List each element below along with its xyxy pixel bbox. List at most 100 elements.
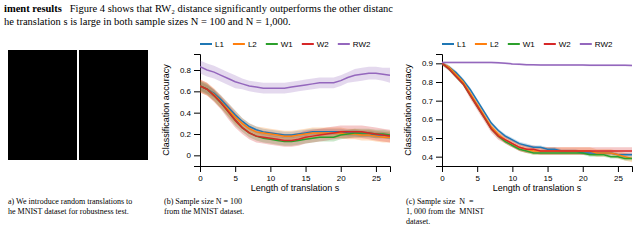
tick-mark bbox=[194, 113, 200, 114]
chart-root: iment results Figure 4 shows that RW₂ di… bbox=[0, 0, 640, 250]
image-panel bbox=[8, 50, 148, 160]
tick-label: 0.5 bbox=[422, 134, 434, 143]
tick-mark bbox=[548, 166, 549, 172]
legend-swatch bbox=[544, 43, 556, 45]
std-band bbox=[200, 60, 390, 93]
tick-label: 0.2 bbox=[180, 130, 192, 139]
legend-label: W2 bbox=[559, 40, 572, 49]
legend-swatch bbox=[266, 43, 278, 45]
caption: 1, 000 from the MNIST bbox=[406, 207, 484, 216]
tick: 0 bbox=[187, 151, 200, 160]
chart-panel: 051015202500.20.40.60.8Length of transla… bbox=[161, 40, 391, 216]
legend: L1 L2 W1 W2 RW2 bbox=[442, 40, 613, 49]
tick: 20 bbox=[579, 166, 588, 183]
plot-area bbox=[200, 60, 390, 146]
series-line bbox=[442, 63, 632, 151]
std-band bbox=[442, 61, 632, 154]
legend-swatch bbox=[200, 43, 212, 45]
series-line bbox=[200, 67, 390, 88]
tick-label: 25 bbox=[614, 174, 623, 183]
axis-line bbox=[201, 167, 391, 173]
series-line bbox=[442, 63, 632, 158]
std-band bbox=[442, 61, 632, 156]
tick: 0.6 bbox=[180, 87, 200, 96]
tick-mark bbox=[436, 63, 442, 64]
tick-mark bbox=[376, 166, 377, 172]
tick: 25 bbox=[614, 166, 623, 183]
tick-mark bbox=[436, 101, 442, 102]
tick: 0.6 bbox=[422, 115, 442, 124]
axis-line bbox=[443, 167, 633, 173]
tick: 5 bbox=[233, 166, 238, 183]
tick-label: 0.8 bbox=[180, 66, 192, 75]
legend-label: L1 bbox=[457, 40, 466, 49]
legend-item: W1 bbox=[508, 40, 536, 49]
tick: 0.4 bbox=[422, 153, 442, 162]
tick-mark bbox=[436, 119, 442, 120]
legend-label: W1 bbox=[523, 40, 536, 49]
tick: 0 bbox=[198, 166, 203, 183]
legend-swatch bbox=[475, 43, 487, 45]
tick-label: 0.8 bbox=[422, 78, 434, 87]
tick: 0 bbox=[440, 166, 445, 183]
tick-label: 0.6 bbox=[422, 115, 434, 124]
caption: he MNIST dataset for robustness test. bbox=[8, 207, 129, 216]
tick-mark bbox=[618, 166, 619, 172]
legend-label: W2 bbox=[317, 40, 330, 49]
series-line bbox=[200, 86, 390, 140]
legend-item: W1 bbox=[266, 40, 294, 49]
tick: 0.9 bbox=[422, 59, 442, 68]
header-bold: iment results bbox=[4, 3, 62, 14]
tick-label: 0.4 bbox=[422, 153, 434, 162]
tick-label: 0.4 bbox=[180, 109, 192, 118]
legend-item: L1 bbox=[442, 40, 466, 49]
legend-swatch bbox=[508, 43, 520, 45]
tick-mark bbox=[194, 91, 200, 92]
tick-label: 25 bbox=[372, 174, 381, 183]
legend-label: L2 bbox=[490, 40, 499, 49]
image-tile bbox=[8, 50, 77, 160]
legend-label: RW2 bbox=[595, 40, 613, 49]
tick-mark bbox=[194, 70, 200, 71]
tick: 0.4 bbox=[180, 109, 200, 118]
tick: 10 bbox=[266, 166, 275, 183]
series-line bbox=[442, 63, 632, 158]
tick-mark bbox=[477, 166, 478, 172]
legend-item: W2 bbox=[302, 40, 330, 49]
tick-label: 0 bbox=[440, 174, 445, 183]
axis-line bbox=[194, 55, 201, 167]
y-axis-title: Classification accuracy bbox=[403, 64, 413, 156]
legend-swatch bbox=[338, 43, 350, 45]
tick: 0.2 bbox=[180, 130, 200, 139]
series-line bbox=[200, 86, 390, 141]
tick-mark bbox=[341, 166, 342, 172]
legend-swatch bbox=[233, 43, 245, 45]
tick: 15 bbox=[302, 166, 311, 183]
tick-mark bbox=[194, 134, 200, 135]
image-tile bbox=[79, 50, 148, 160]
header-line: he translation s is large in both sample… bbox=[4, 16, 291, 27]
tick-label: 10 bbox=[508, 174, 517, 183]
caption: (b) Sample size N = 100 bbox=[164, 197, 242, 206]
chart-panel: 05101520250.40.50.60.70.80.9Length of tr… bbox=[403, 40, 633, 226]
x-axis-title: Length of translation s bbox=[251, 183, 340, 193]
legend-label: L1 bbox=[215, 40, 224, 49]
figure: iment results Figure 4 shows that RW₂ di… bbox=[0, 0, 640, 250]
caption: a) We introduce random translations to bbox=[8, 197, 132, 206]
tick-mark bbox=[194, 155, 200, 156]
tick: 0.8 bbox=[180, 66, 200, 75]
tick-label: 10 bbox=[266, 174, 275, 183]
std-band bbox=[442, 61, 632, 162]
tick-label: 15 bbox=[544, 174, 553, 183]
tick-mark bbox=[583, 166, 584, 172]
tick: 15 bbox=[544, 166, 553, 183]
tick: 25 bbox=[372, 166, 381, 183]
tick: 0.8 bbox=[422, 78, 442, 87]
axis-line bbox=[436, 55, 443, 167]
x-axis: 0510152025 bbox=[198, 166, 390, 183]
legend-item: W2 bbox=[544, 40, 572, 49]
tick-mark bbox=[235, 166, 236, 172]
std-band bbox=[442, 61, 632, 160]
tick-label: 0 bbox=[187, 151, 192, 160]
caption: dataset. bbox=[406, 217, 430, 226]
